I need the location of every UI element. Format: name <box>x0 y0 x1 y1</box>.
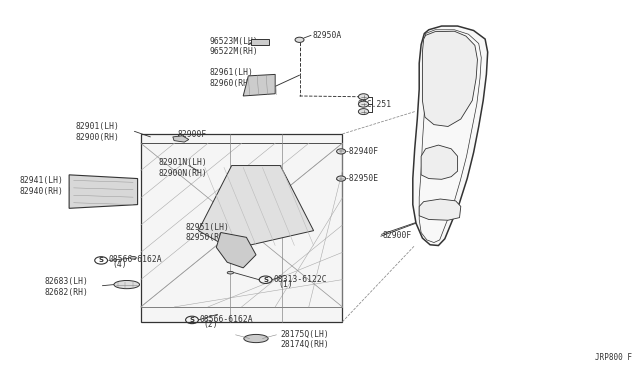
Circle shape <box>337 149 346 154</box>
Polygon shape <box>173 136 189 142</box>
Circle shape <box>295 37 304 42</box>
Text: S: S <box>189 317 195 323</box>
Polygon shape <box>413 26 488 246</box>
Text: 82900F: 82900F <box>178 130 207 139</box>
Text: 82950A: 82950A <box>312 31 342 40</box>
Circle shape <box>358 94 369 100</box>
Text: 82900F: 82900F <box>383 231 412 240</box>
Ellipse shape <box>244 334 268 343</box>
Polygon shape <box>243 74 275 96</box>
Text: -82950E: -82950E <box>344 174 378 183</box>
Circle shape <box>337 176 346 181</box>
Ellipse shape <box>114 280 140 289</box>
Text: 82951(LH)
82950(RH): 82951(LH) 82950(RH) <box>186 223 230 242</box>
Polygon shape <box>419 199 461 220</box>
Text: 82901(LH)
82900(RH): 82901(LH) 82900(RH) <box>76 122 120 142</box>
Polygon shape <box>69 175 138 208</box>
Text: 08313-6122C: 08313-6122C <box>274 275 328 283</box>
Polygon shape <box>198 166 314 249</box>
Text: -82940F: -82940F <box>344 147 378 156</box>
Polygon shape <box>421 145 458 179</box>
Text: S: S <box>99 257 104 263</box>
Ellipse shape <box>130 257 136 259</box>
Text: 08566-6162A: 08566-6162A <box>200 315 253 324</box>
Text: 08566-6162A: 08566-6162A <box>109 255 163 264</box>
Text: JRP800 F: JRP800 F <box>595 353 632 362</box>
Circle shape <box>358 109 369 115</box>
Text: SEC.251: SEC.251 <box>357 100 391 109</box>
Text: S: S <box>263 277 268 283</box>
Text: 82961(LH)
82960(RH): 82961(LH) 82960(RH) <box>210 68 254 88</box>
Text: 82683(LH)
82682(RH): 82683(LH) 82682(RH) <box>45 278 89 297</box>
Circle shape <box>358 101 369 107</box>
Polygon shape <box>216 232 256 268</box>
Text: (4): (4) <box>112 260 127 269</box>
Text: (2): (2) <box>204 320 218 329</box>
Text: 82901N(LH)
82900N(RH): 82901N(LH) 82900N(RH) <box>159 158 207 178</box>
Text: 82941(LH)
82940(RH): 82941(LH) 82940(RH) <box>19 176 63 196</box>
Polygon shape <box>422 31 477 126</box>
Text: 96523M(LH)
96522M(RH): 96523M(LH) 96522M(RH) <box>210 37 259 56</box>
Text: (1): (1) <box>278 280 293 289</box>
Ellipse shape <box>227 272 234 274</box>
Polygon shape <box>141 134 342 322</box>
Text: 28175Q(LH)
28174Q(RH): 28175Q(LH) 28174Q(RH) <box>280 330 329 349</box>
FancyBboxPatch shape <box>251 39 269 45</box>
